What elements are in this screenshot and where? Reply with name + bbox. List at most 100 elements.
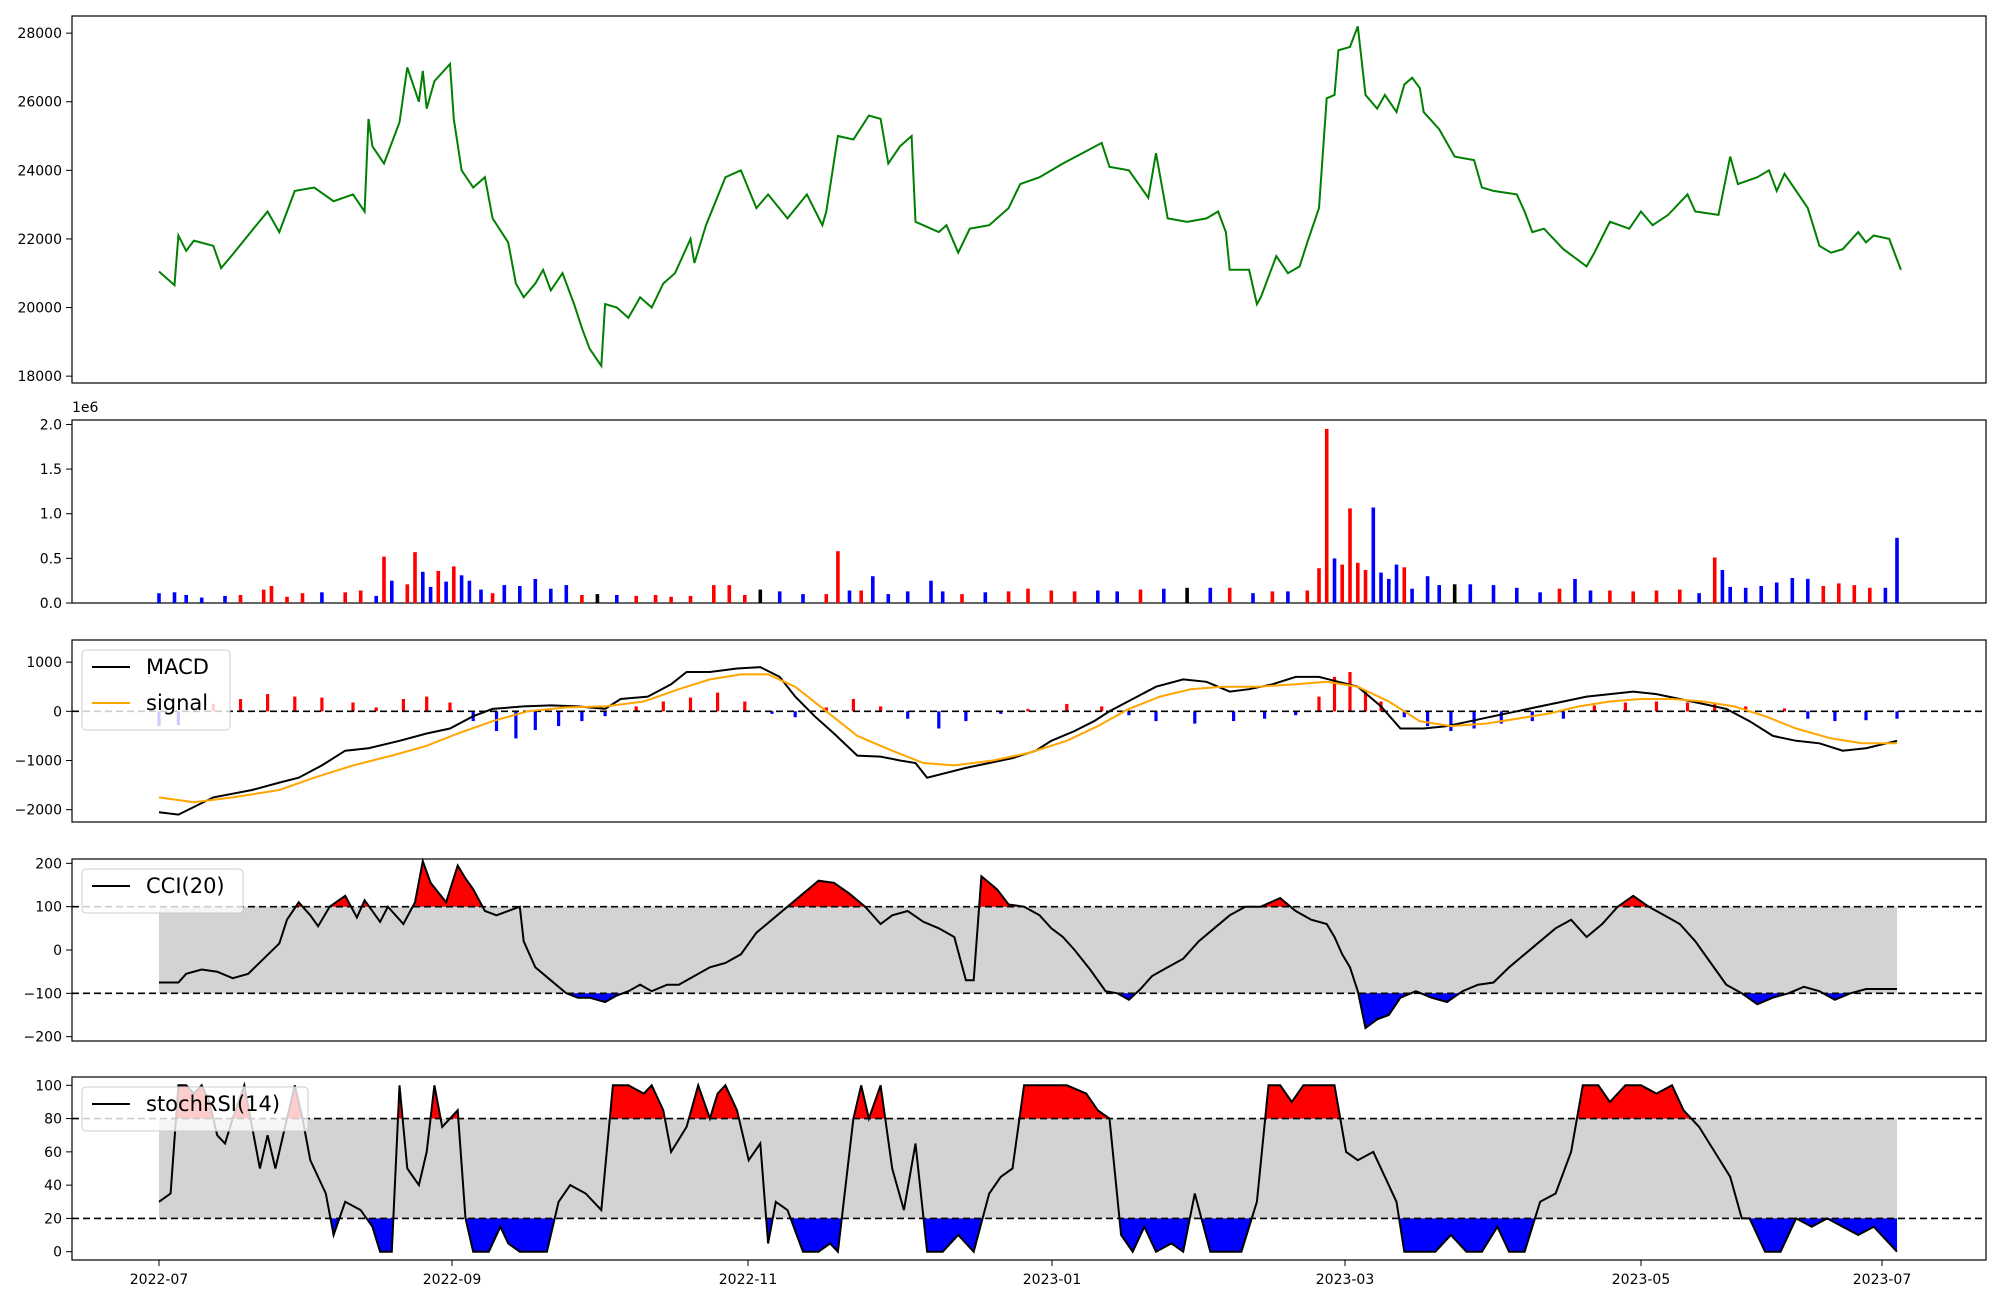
volume-bar bbox=[1468, 584, 1473, 603]
stochrsi-overbought-fill bbox=[853, 1085, 869, 1119]
volume-bar bbox=[1774, 582, 1779, 603]
volume-bar bbox=[1394, 564, 1399, 603]
volume-bar bbox=[238, 595, 243, 603]
macd-histogram-bar bbox=[238, 699, 243, 712]
volume-bar bbox=[285, 596, 289, 603]
volume-bar bbox=[1162, 588, 1166, 603]
volume-bar bbox=[634, 595, 638, 603]
volume-bar bbox=[502, 585, 507, 603]
volume-bar bbox=[712, 585, 716, 603]
price-line bbox=[158, 25, 1902, 369]
volume-bar bbox=[343, 592, 347, 603]
volume-bar bbox=[1208, 587, 1213, 603]
volume-bar bbox=[1138, 589, 1143, 603]
volume-bar bbox=[1515, 587, 1519, 603]
cci-overbought-fill bbox=[787, 880, 866, 907]
volume-bar bbox=[1720, 570, 1725, 603]
cci-ytick-label: 100 bbox=[35, 900, 62, 916]
macd-histogram-bar bbox=[1713, 703, 1717, 712]
volume-bar bbox=[390, 580, 394, 603]
volume-bar bbox=[1026, 588, 1030, 603]
volume-bar bbox=[1410, 588, 1414, 603]
volume-bar bbox=[405, 584, 410, 603]
volume-bar bbox=[960, 594, 964, 603]
volume-bar bbox=[615, 595, 619, 603]
macd-histogram-bar bbox=[999, 711, 1003, 714]
volume-bar bbox=[1852, 585, 1857, 603]
volume-bar bbox=[1557, 588, 1562, 603]
stochrsi-oversold-fill bbox=[465, 1218, 555, 1252]
volume-bar bbox=[688, 595, 693, 603]
macd-histogram-bar bbox=[716, 692, 720, 712]
volume-bar bbox=[1305, 590, 1310, 603]
stochrsi-ytick-label: 60 bbox=[44, 1145, 62, 1161]
volume-bar bbox=[847, 590, 852, 603]
volume-bar bbox=[1379, 572, 1383, 603]
volume-bar bbox=[1049, 590, 1054, 603]
stochrsi-oversold-fill bbox=[1796, 1218, 1828, 1227]
macd-histogram-bar bbox=[1363, 691, 1368, 712]
macd-histogram-bar bbox=[1685, 702, 1690, 712]
volume-bar bbox=[1425, 576, 1430, 603]
cci-ytick-label: −200 bbox=[24, 1030, 62, 1046]
volume-bar bbox=[743, 595, 747, 603]
volume-ytick-label: 1.5 bbox=[40, 462, 62, 478]
volume-bar bbox=[1837, 583, 1841, 603]
macd-histogram-bar bbox=[770, 711, 774, 714]
volume-offset-label: 1e6 bbox=[72, 400, 99, 416]
volume-bar bbox=[564, 585, 569, 603]
x-tick-label: 2023-05 bbox=[1612, 1272, 1671, 1288]
macd-histogram-bar bbox=[1332, 676, 1337, 712]
legend-label: MACD bbox=[146, 655, 209, 679]
volume-bar bbox=[1712, 557, 1717, 603]
macd-histogram-bar bbox=[557, 711, 561, 727]
macd-histogram-bar bbox=[533, 711, 537, 730]
macd-histogram-bar bbox=[1833, 711, 1837, 722]
volume-bar bbox=[871, 576, 875, 603]
macd-histogram-bar bbox=[514, 711, 518, 739]
volume-bar bbox=[983, 592, 988, 603]
volume-bar bbox=[490, 593, 495, 603]
macd-histogram-bar bbox=[1426, 711, 1430, 727]
volume-bar bbox=[479, 589, 483, 603]
legend-box bbox=[81, 868, 244, 914]
macd-histogram-bar bbox=[374, 707, 378, 712]
volume-bar bbox=[549, 588, 553, 603]
volume-ytick-label: 0.5 bbox=[40, 551, 62, 567]
volume-bar bbox=[940, 591, 945, 603]
macd-histogram-bar bbox=[964, 711, 968, 722]
macd-histogram-bar bbox=[688, 697, 693, 712]
volume-bar bbox=[1821, 586, 1826, 603]
macd-histogram-bar bbox=[1561, 711, 1565, 719]
stochrsi-overbought-fill bbox=[609, 1085, 665, 1119]
volume-bar bbox=[1251, 593, 1255, 603]
volume-bar bbox=[580, 595, 584, 603]
stochrsi-oversold-fill bbox=[1201, 1218, 1252, 1252]
volume-bar bbox=[1270, 591, 1275, 603]
stochrsi-overbought-fill bbox=[709, 1085, 739, 1119]
price-ytick-label: 24000 bbox=[17, 163, 62, 179]
volume-bar bbox=[1363, 570, 1368, 603]
cci-line bbox=[159, 857, 1897, 1030]
volume-bar bbox=[801, 594, 805, 603]
stochrsi-panel: 0 20 40 60 80 100 stochRSI(14) bbox=[35, 1076, 1987, 1261]
volume-bar bbox=[1286, 591, 1290, 603]
price-ytick-label: 20000 bbox=[17, 301, 62, 317]
cci-overbought-fill bbox=[412, 861, 483, 907]
x-tick-label: 2022-09 bbox=[423, 1272, 482, 1288]
volume-bar bbox=[1387, 578, 1391, 603]
macd-histogram-bar bbox=[937, 711, 941, 729]
legend-box bbox=[81, 1086, 309, 1132]
volume-bar bbox=[1402, 567, 1407, 603]
x-tick-label: 2023-07 bbox=[1853, 1272, 1912, 1288]
volume-bar bbox=[1806, 578, 1810, 603]
volume-ytick-label: 0.0 bbox=[40, 596, 62, 612]
volume-bar bbox=[436, 570, 441, 603]
volume-bar bbox=[1697, 593, 1701, 603]
macd-histogram-bar bbox=[1895, 711, 1899, 719]
volume-bar bbox=[320, 592, 324, 603]
stochrsi-overbought-fill bbox=[688, 1085, 710, 1119]
volume-bar bbox=[382, 556, 386, 603]
stochrsi-neutral-band bbox=[159, 1118, 1897, 1219]
